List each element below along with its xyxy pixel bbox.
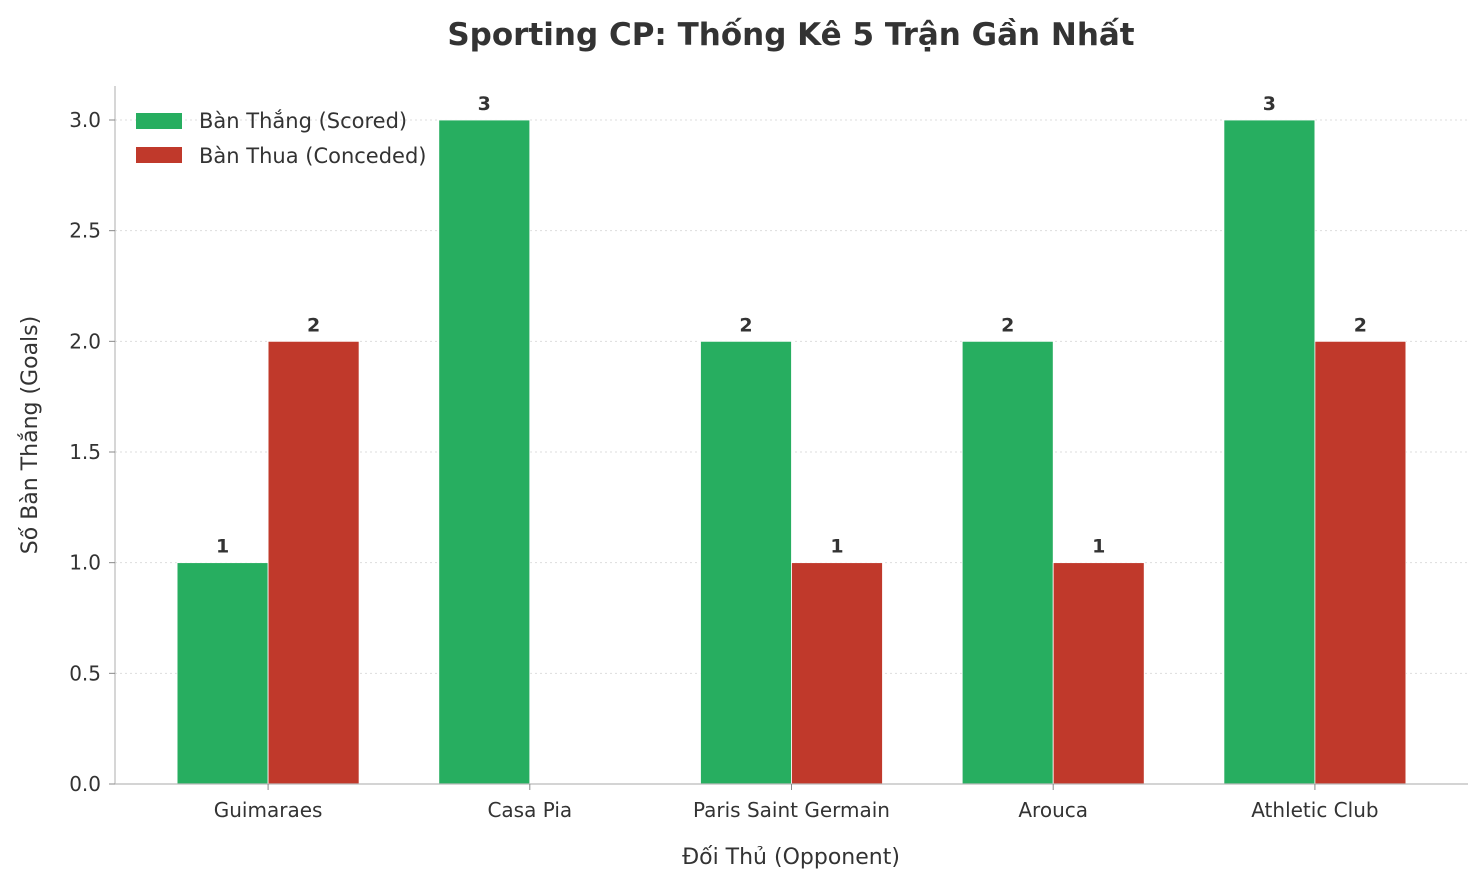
x-tick-label: Arouca: [1018, 798, 1088, 822]
x-tick-label: Paris Saint Germain: [693, 798, 890, 822]
bar-conceded: [1314, 340, 1407, 785]
x-ticks: Guimaraes Casa Pia Paris Saint Germain Arou…: [214, 784, 1379, 822]
data-label: 2: [739, 314, 752, 336]
legend-label-scored: Bàn Thắng (Scored): [199, 109, 407, 133]
data-label: 1: [216, 536, 229, 558]
data-labels: 1 3 2 2 3 2 1 1 2: [216, 93, 1367, 558]
data-label: 3: [1263, 93, 1276, 115]
y-tick-label: 0.0: [69, 772, 101, 796]
bar-scored: [176, 562, 269, 785]
x-tick-label: Casa Pia: [487, 798, 572, 822]
chart-title: Sporting CP: Thống Kê 5 Trận Gần Nhất: [447, 17, 1134, 53]
data-label: 2: [307, 314, 320, 336]
x-tick-label: Guimaraes: [214, 798, 323, 822]
y-tick-label: 0.5: [69, 661, 101, 685]
bar-scored: [1223, 119, 1316, 785]
bar-conceded: [791, 562, 883, 785]
legend-swatch-scored: [136, 113, 182, 129]
y-tick-label: 1.0: [69, 551, 101, 575]
y-ticks: 0.0 0.5 1.0 1.5 2.0 2.5 3.0: [69, 108, 115, 796]
bars: [176, 119, 1407, 785]
legend: Bàn Thắng (Scored) Bàn Thua (Conceded): [136, 109, 427, 168]
x-tick-label: Athletic Club: [1251, 798, 1378, 822]
data-label: 1: [1092, 536, 1105, 558]
y-tick-label: 3.0: [69, 108, 101, 132]
legend-label-conceded: Bàn Thua (Conceded): [199, 144, 427, 168]
y-tick-label: 2.5: [69, 219, 101, 243]
bar-conceded: [1052, 562, 1145, 785]
data-label: 3: [478, 93, 491, 115]
y-tick-label: 1.5: [69, 440, 101, 464]
bar-scored: [700, 340, 792, 785]
y-axis-label: Số Bàn Thắng (Goals): [18, 316, 43, 554]
data-label: 2: [1354, 314, 1367, 336]
data-label: 1: [830, 536, 843, 558]
y-tick-label: 2.0: [69, 329, 101, 353]
data-label: 2: [1001, 314, 1014, 336]
x-axis-label: Đối Thủ (Opponent): [682, 845, 900, 870]
legend-swatch-conceded: [136, 147, 182, 163]
bar-conceded: [267, 340, 360, 785]
bar-scored: [438, 119, 531, 785]
bar-scored: [961, 340, 1054, 785]
